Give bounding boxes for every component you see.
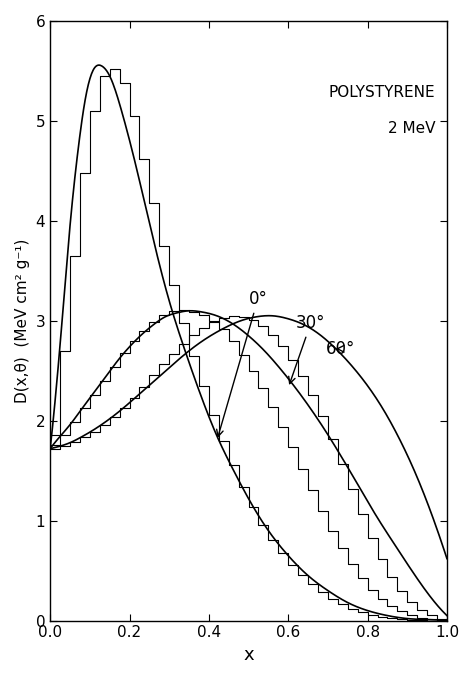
- X-axis label: x: x: [243, 646, 254, 664]
- Text: POLYSTYRENE: POLYSTYRENE: [328, 86, 435, 100]
- Text: 2 MeV: 2 MeV: [388, 122, 435, 136]
- Text: 30°: 30°: [289, 314, 326, 384]
- Text: 60°: 60°: [326, 340, 356, 358]
- Y-axis label: D(x,θ)  (MeV cm² g⁻¹): D(x,θ) (MeV cm² g⁻¹): [15, 238, 30, 403]
- Text: 0°: 0°: [217, 290, 267, 437]
